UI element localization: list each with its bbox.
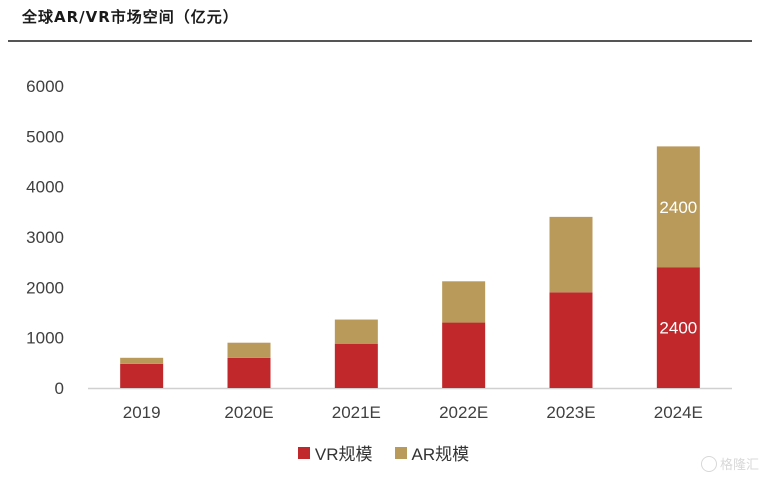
bar-ar-2023E bbox=[549, 216, 593, 293]
watermark: 格隆汇 bbox=[700, 454, 759, 473]
bar-ar-2022E bbox=[442, 281, 486, 323]
y-tick-label: 0 bbox=[55, 379, 64, 398]
legend-item-vr: VR规模 bbox=[297, 440, 373, 465]
y-tick-label: 1000 bbox=[26, 329, 64, 348]
legend-label-vr: VR规模 bbox=[314, 445, 373, 464]
y-tick-label: 6000 bbox=[26, 77, 64, 96]
y-tick-label: 5000 bbox=[26, 127, 64, 146]
x-tick-label: 2023E bbox=[546, 403, 595, 422]
bar-vr-2020E bbox=[227, 357, 271, 388]
stacked-bar-chart: 0 1000 2000 3000 4000 5000 6000 2019 2020E 2021E… bbox=[26, 77, 732, 422]
title-rule bbox=[8, 40, 752, 42]
bar-ar-2024E bbox=[656, 146, 700, 268]
bar-ar-2021E bbox=[334, 319, 378, 344]
bar-vr-2022E bbox=[442, 322, 486, 388]
legend-item-ar: AR规模 bbox=[394, 440, 470, 465]
bar-vr-2021E bbox=[334, 343, 378, 388]
x-tick-label: 2021E bbox=[332, 403, 381, 422]
x-tick-label: 2024E bbox=[654, 403, 703, 422]
x-tick-label: 2022E bbox=[439, 403, 488, 422]
x-tick-label: 2020E bbox=[224, 403, 273, 422]
data-labels: 2400 2400 bbox=[659, 198, 697, 338]
y-axis-ticks: 0 1000 2000 3000 4000 5000 6000 bbox=[26, 77, 64, 398]
legend-swatch-ar bbox=[394, 446, 407, 459]
bar-ar-2019 bbox=[120, 357, 164, 364]
watermark-text: 格隆汇 bbox=[719, 457, 759, 472]
bar-vr-2019 bbox=[120, 363, 164, 388]
bar-vr-2024E bbox=[656, 267, 700, 388]
y-tick-label: 4000 bbox=[26, 178, 64, 197]
legend: VR规模 AR规模 bbox=[0, 440, 767, 465]
watermark-logo-icon bbox=[700, 455, 717, 472]
bar-ar-2020E bbox=[227, 342, 271, 358]
legend-swatch-vr bbox=[297, 446, 310, 459]
x-tick-label: 2019 bbox=[123, 403, 161, 422]
data-label: 2400 bbox=[659, 319, 697, 338]
y-tick-label: 3000 bbox=[26, 228, 64, 247]
bar-vr-2023E bbox=[549, 292, 593, 388]
bars bbox=[120, 146, 700, 388]
x-axis-ticks: 2019 2020E 2021E 2022E 2023E 2024E bbox=[123, 403, 703, 422]
chart-title: 全球AR/VR市场空间（亿元） bbox=[22, 8, 239, 26]
data-label: 2400 bbox=[659, 198, 697, 217]
legend-label-ar: AR规模 bbox=[411, 445, 470, 464]
y-tick-label: 2000 bbox=[26, 278, 64, 297]
